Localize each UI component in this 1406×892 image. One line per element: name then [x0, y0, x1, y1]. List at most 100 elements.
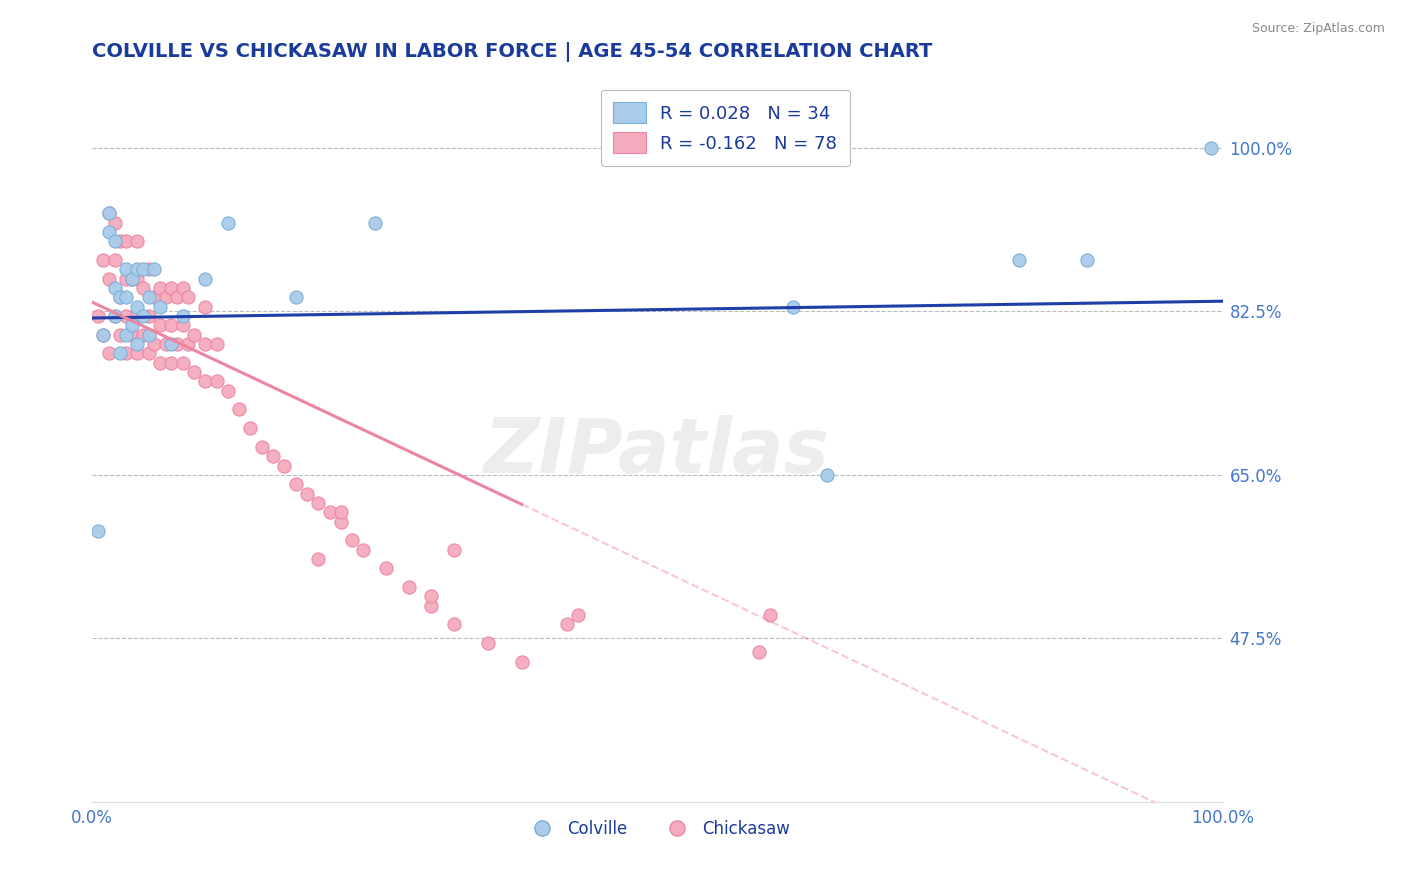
Point: [172, 318, 194, 333]
Point: [110, 327, 132, 342]
Point: [143, 262, 166, 277]
Point: [132, 327, 155, 342]
Point: [228, 402, 250, 417]
Point: [115, 327, 138, 342]
Point: [477, 636, 499, 650]
Point: [307, 496, 329, 510]
Text: ZIPatlas: ZIPatlas: [485, 415, 831, 489]
Point: [205, 337, 228, 351]
Point: [160, 318, 183, 333]
Point: [104, 216, 127, 230]
Point: [782, 300, 804, 314]
Point: [166, 337, 188, 351]
Point: [127, 262, 149, 277]
Point: [155, 337, 177, 351]
Point: [115, 262, 138, 277]
Point: [93, 253, 115, 268]
Point: [194, 337, 217, 351]
Point: [121, 272, 143, 286]
Legend: Colville, Chickasaw: Colville, Chickasaw: [519, 813, 796, 844]
Point: [104, 309, 127, 323]
Point: [177, 290, 200, 304]
Point: [160, 356, 183, 370]
Point: [127, 235, 149, 249]
Point: [115, 309, 138, 323]
Point: [262, 449, 284, 463]
Point: [132, 262, 155, 277]
Point: [284, 477, 307, 491]
Point: [110, 290, 132, 304]
Point: [149, 356, 172, 370]
Point: [748, 645, 770, 659]
Point: [127, 300, 149, 314]
Point: [104, 281, 127, 295]
Point: [104, 235, 127, 249]
Point: [149, 318, 172, 333]
Point: [138, 327, 160, 342]
Point: [98, 272, 121, 286]
Point: [567, 607, 589, 622]
Point: [398, 580, 420, 594]
Point: [127, 337, 149, 351]
Point: [143, 290, 166, 304]
Point: [1008, 253, 1031, 268]
Point: [194, 300, 217, 314]
Point: [329, 515, 352, 529]
Point: [121, 318, 143, 333]
Point: [353, 542, 375, 557]
Point: [115, 272, 138, 286]
Point: [98, 206, 121, 220]
Point: [284, 290, 307, 304]
Text: Source: ZipAtlas.com: Source: ZipAtlas.com: [1251, 22, 1385, 36]
Point: [1201, 141, 1223, 155]
Point: [127, 346, 149, 360]
Point: [172, 356, 194, 370]
Text: COLVILLE VS CHICKASAW IN LABOR FORCE | AGE 45-54 CORRELATION CHART: COLVILLE VS CHICKASAW IN LABOR FORCE | A…: [93, 42, 932, 62]
Point: [149, 281, 172, 295]
Point: [555, 617, 578, 632]
Point: [138, 309, 160, 323]
Point: [115, 346, 138, 360]
Point: [443, 542, 465, 557]
Point: [110, 290, 132, 304]
Point: [127, 272, 149, 286]
Point: [172, 309, 194, 323]
Point: [172, 281, 194, 295]
Point: [759, 607, 782, 622]
Point: [132, 281, 155, 295]
Point: [160, 337, 183, 351]
Point: [307, 552, 329, 566]
Point: [98, 346, 121, 360]
Point: [104, 309, 127, 323]
Point: [340, 533, 363, 548]
Point: [318, 505, 340, 519]
Point: [115, 290, 138, 304]
Point: [93, 327, 115, 342]
Point: [194, 272, 217, 286]
Point: [98, 225, 121, 239]
Point: [166, 290, 188, 304]
Point: [295, 486, 318, 500]
Point: [364, 216, 387, 230]
Point: [160, 281, 183, 295]
Point: [177, 337, 200, 351]
Point: [93, 327, 115, 342]
Point: [127, 309, 149, 323]
Point: [420, 599, 443, 613]
Point: [138, 262, 160, 277]
Point: [329, 505, 352, 519]
Point: [815, 467, 838, 482]
Point: [115, 235, 138, 249]
Point: [443, 617, 465, 632]
Point: [510, 655, 533, 669]
Point: [87, 524, 110, 538]
Point: [149, 300, 172, 314]
Point: [121, 272, 143, 286]
Point: [138, 346, 160, 360]
Point: [273, 458, 295, 473]
Point: [98, 206, 121, 220]
Point: [87, 309, 110, 323]
Point: [205, 375, 228, 389]
Point: [375, 561, 398, 575]
Point: [1076, 253, 1098, 268]
